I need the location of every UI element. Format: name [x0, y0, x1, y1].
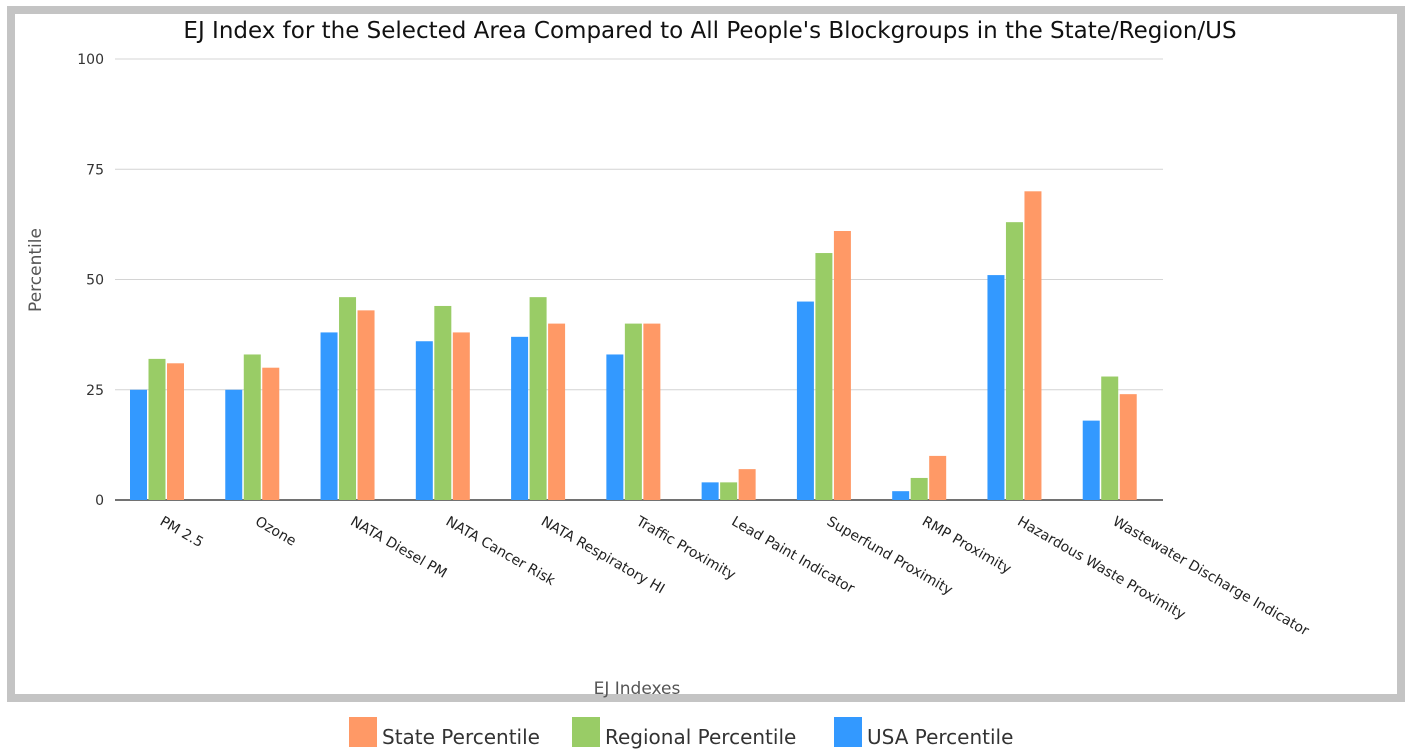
x-tick-label: NATA Diesel PM	[348, 514, 450, 582]
y-tick-label: 75	[86, 162, 104, 178]
bar-state-percentile	[357, 310, 375, 500]
bars	[130, 191, 1137, 501]
bar-state-percentile	[929, 455, 947, 500]
bar-state-percentile	[262, 367, 280, 500]
bar-usa-percentile	[415, 341, 433, 500]
bar-usa-percentile	[796, 301, 814, 500]
legend-label-usa-percentile: USA Percentile	[867, 725, 1013, 749]
bar-state-percentile	[1024, 191, 1042, 501]
legend-label-state-percentile: State Percentile	[382, 725, 540, 749]
legend-swatch-usa-percentile	[834, 717, 862, 747]
bar-regional-percentile	[624, 323, 642, 500]
bar-regional-percentile	[815, 253, 833, 500]
bar-state-percentile	[1119, 394, 1137, 500]
bar-usa-percentile	[987, 275, 1005, 500]
legend-label-regional-percentile: Regional Percentile	[605, 725, 796, 749]
bar-usa-percentile	[1082, 420, 1100, 500]
bar-regional-percentile	[148, 358, 166, 500]
bar-regional-percentile	[529, 297, 547, 500]
bar-usa-percentile	[320, 332, 338, 500]
legend-swatch-regional-percentile	[572, 717, 600, 747]
bar-usa-percentile	[606, 354, 624, 500]
bar-usa-percentile	[130, 389, 147, 500]
bar-state-percentile	[643, 323, 661, 500]
bar-state-percentile	[833, 230, 851, 501]
x-tick-label: Hazardous Waste Proximity	[1014, 514, 1188, 623]
y-tick-label: 0	[95, 493, 104, 509]
legend-swatch-state-percentile	[349, 717, 377, 747]
bar-regional-percentile	[1101, 376, 1119, 500]
bar-regional-percentile	[243, 354, 261, 500]
bar-usa-percentile	[892, 491, 910, 500]
bar-regional-percentile	[434, 305, 452, 500]
chart-title: EJ Index for the Selected Area Compared …	[183, 18, 1236, 44]
bar-state-percentile	[452, 332, 470, 500]
y-tick-label: 25	[86, 383, 104, 399]
x-tick-label: Wastewater Discharge Indicator	[1110, 514, 1312, 640]
bar-state-percentile	[738, 469, 756, 500]
bar-usa-percentile	[701, 482, 719, 500]
chart-frame	[7, 6, 1405, 702]
y-tick-label: 50	[86, 273, 104, 289]
x-tick-label: PM 2.5	[157, 514, 206, 551]
bar-usa-percentile	[511, 336, 529, 500]
bar-regional-percentile	[1005, 222, 1023, 501]
y-tick-label: 100	[77, 52, 104, 68]
bar-regional-percentile	[720, 482, 738, 500]
y-axis-title: Percentile	[26, 228, 46, 312]
legend: State Percentile Regional Percentile USA P…	[349, 717, 1013, 749]
bar-usa-percentile	[225, 389, 243, 500]
bar-regional-percentile	[339, 297, 357, 500]
x-tick-label: RMP Proximity	[919, 514, 1014, 578]
bar-state-percentile	[548, 323, 566, 500]
bar-regional-percentile	[910, 477, 928, 500]
x-tick-label: Ozone	[252, 514, 298, 550]
x-axis-title: EJ Indexes	[594, 679, 681, 699]
bar-state-percentile	[167, 363, 184, 500]
